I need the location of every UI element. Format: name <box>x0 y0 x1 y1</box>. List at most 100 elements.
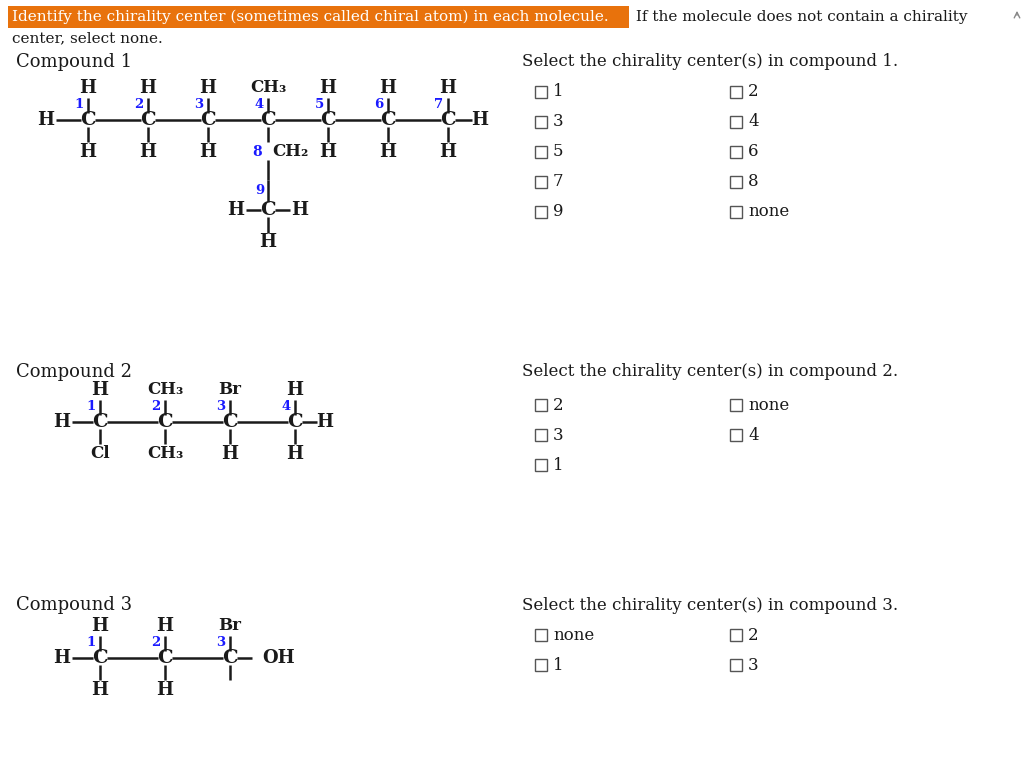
Text: 6: 6 <box>375 98 384 112</box>
Text: 7: 7 <box>553 173 563 190</box>
Text: C: C <box>92 649 108 667</box>
Text: 1: 1 <box>553 456 563 473</box>
Text: If the molecule does not contain a chirality: If the molecule does not contain a chira… <box>631 10 968 24</box>
Text: 5: 5 <box>314 98 324 112</box>
Text: 7: 7 <box>434 98 443 112</box>
Text: 3: 3 <box>553 114 563 130</box>
Text: 6: 6 <box>748 144 759 161</box>
Bar <box>730 399 742 411</box>
Text: OH: OH <box>262 649 295 667</box>
Text: C: C <box>321 111 336 129</box>
Text: C: C <box>158 413 173 431</box>
Bar <box>535 176 547 188</box>
Text: H: H <box>139 79 157 97</box>
Bar <box>730 146 742 158</box>
Text: CH₂: CH₂ <box>272 144 308 161</box>
Text: none: none <box>748 396 790 413</box>
Text: CH₃: CH₃ <box>250 80 286 97</box>
Text: 1: 1 <box>86 636 95 650</box>
Bar <box>730 659 742 671</box>
Text: H: H <box>316 413 334 431</box>
Text: H: H <box>91 617 109 635</box>
Bar <box>730 206 742 218</box>
Text: C: C <box>158 649 173 667</box>
Text: CH₃: CH₃ <box>146 445 183 463</box>
Text: H: H <box>200 143 216 161</box>
Bar <box>535 116 547 128</box>
Text: 1: 1 <box>553 657 563 673</box>
Text: 4: 4 <box>748 427 759 444</box>
Text: H: H <box>287 445 303 463</box>
Text: H: H <box>200 79 216 97</box>
Text: Select the chirality center(s) in compound 1.: Select the chirality center(s) in compou… <box>522 54 898 70</box>
Text: Br: Br <box>218 381 242 399</box>
Bar <box>8 6 629 28</box>
Text: Select the chirality center(s) in compound 2.: Select the chirality center(s) in compou… <box>522 363 898 381</box>
Text: 3: 3 <box>748 657 759 673</box>
Text: C: C <box>287 413 303 431</box>
Text: H: H <box>80 79 96 97</box>
Text: C: C <box>222 649 238 667</box>
Text: center, select none.: center, select none. <box>12 31 163 45</box>
Text: 4: 4 <box>748 114 759 130</box>
Text: 5: 5 <box>553 144 563 161</box>
Text: 3: 3 <box>553 427 563 444</box>
Text: H: H <box>319 79 337 97</box>
Text: Compound 3: Compound 3 <box>16 596 132 614</box>
Text: Compound 2: Compound 2 <box>16 363 132 381</box>
Text: C: C <box>140 111 156 129</box>
Text: 4: 4 <box>282 400 291 413</box>
Text: C: C <box>380 111 396 129</box>
Text: C: C <box>222 413 238 431</box>
Bar <box>535 206 547 218</box>
Text: 2: 2 <box>152 400 161 413</box>
Text: 1: 1 <box>75 98 84 112</box>
Text: H: H <box>91 681 109 699</box>
Text: C: C <box>440 111 456 129</box>
Bar <box>535 429 547 441</box>
Bar <box>535 659 547 671</box>
Text: 1: 1 <box>86 400 95 413</box>
Bar <box>730 429 742 441</box>
Bar <box>535 459 547 471</box>
Text: H: H <box>221 445 239 463</box>
Text: C: C <box>200 111 216 129</box>
Text: H: H <box>292 201 308 219</box>
Text: CH₃: CH₃ <box>146 381 183 399</box>
Text: 8: 8 <box>252 145 261 159</box>
Text: C: C <box>260 201 275 219</box>
Text: H: H <box>319 143 337 161</box>
Text: 4: 4 <box>254 98 263 112</box>
Text: H: H <box>157 617 173 635</box>
Text: C: C <box>80 111 96 129</box>
Text: Cl: Cl <box>90 445 110 463</box>
Text: none: none <box>553 626 594 644</box>
Text: 8: 8 <box>748 173 759 190</box>
Bar <box>730 176 742 188</box>
Text: 3: 3 <box>216 400 225 413</box>
Text: 3: 3 <box>216 636 225 650</box>
Text: Br: Br <box>218 618 242 634</box>
Text: 2: 2 <box>553 396 563 413</box>
Text: H: H <box>380 143 396 161</box>
Text: H: H <box>259 233 276 251</box>
Text: H: H <box>53 649 71 667</box>
Text: 9: 9 <box>553 204 563 221</box>
Text: 2: 2 <box>134 98 143 112</box>
Text: H: H <box>227 201 245 219</box>
Text: 2: 2 <box>748 626 759 644</box>
Text: H: H <box>380 79 396 97</box>
Text: C: C <box>260 111 275 129</box>
Text: H: H <box>471 111 488 129</box>
Text: H: H <box>139 143 157 161</box>
Text: 2: 2 <box>748 83 759 101</box>
Text: Select the chirality center(s) in compound 3.: Select the chirality center(s) in compou… <box>522 597 898 614</box>
Bar <box>535 146 547 158</box>
Text: H: H <box>157 681 173 699</box>
Text: C: C <box>92 413 108 431</box>
Text: 1: 1 <box>553 83 563 101</box>
Bar <box>535 86 547 98</box>
Text: Identify the chirality center (sometimes called chiral atom) in each molecule.: Identify the chirality center (sometimes… <box>12 10 608 24</box>
Text: H: H <box>91 381 109 399</box>
Text: H: H <box>80 143 96 161</box>
